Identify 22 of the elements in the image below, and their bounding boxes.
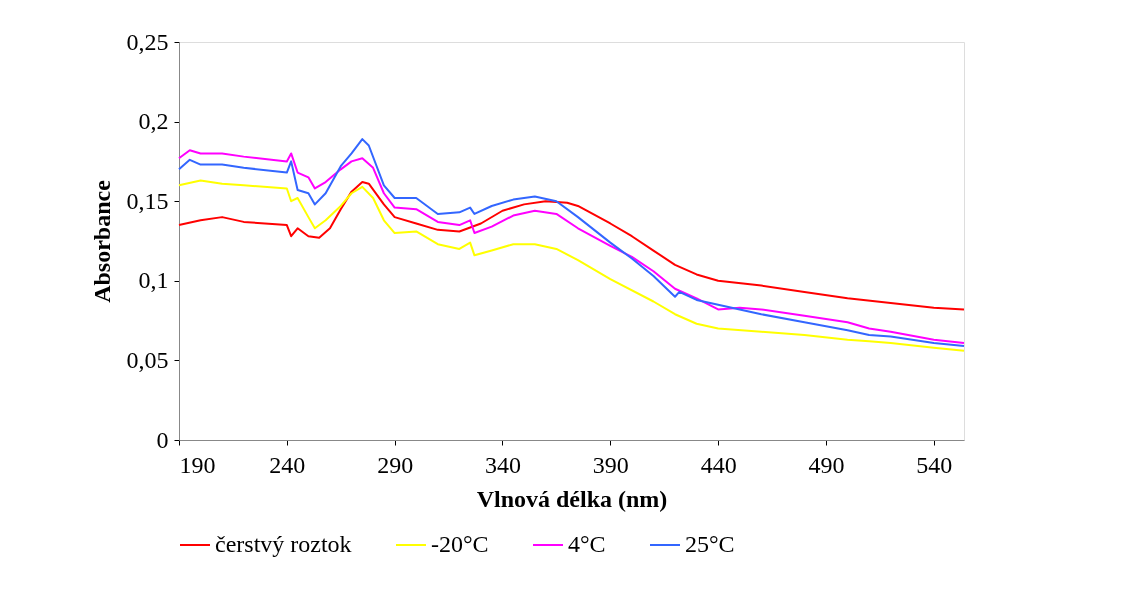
line-series <box>178 181 965 311</box>
legend-label: 4°C <box>568 531 606 557</box>
x-tick-label: 190 <box>179 451 216 478</box>
x-tick-label: 340 <box>484 451 521 478</box>
x-axis-title: Vlnová délka (nm) <box>476 485 668 512</box>
x-tick-label: 540 <box>916 451 953 478</box>
x-tick-label: 490 <box>808 451 845 478</box>
y-tick-label: 0,15 <box>126 187 169 214</box>
legend-label: -20°C <box>431 531 489 557</box>
x-tick-label: 440 <box>700 451 737 478</box>
y-axis-title: Absorbance <box>88 179 115 303</box>
legend-label: čerstvý roztok <box>215 531 352 557</box>
x-tick-label: 290 <box>377 451 414 478</box>
x-tick-label: 240 <box>269 451 306 478</box>
x-tick-label: 390 <box>592 451 629 478</box>
y-tick-label: 0,1 <box>138 267 169 294</box>
y-tick-label: 0 <box>156 426 169 453</box>
y-tick-label: 0,05 <box>126 346 169 373</box>
line-series <box>178 179 965 352</box>
y-tick-label: 0,2 <box>138 108 169 135</box>
y-tick-label: 0,25 <box>126 28 169 55</box>
legend-label: 25°C <box>685 531 735 557</box>
